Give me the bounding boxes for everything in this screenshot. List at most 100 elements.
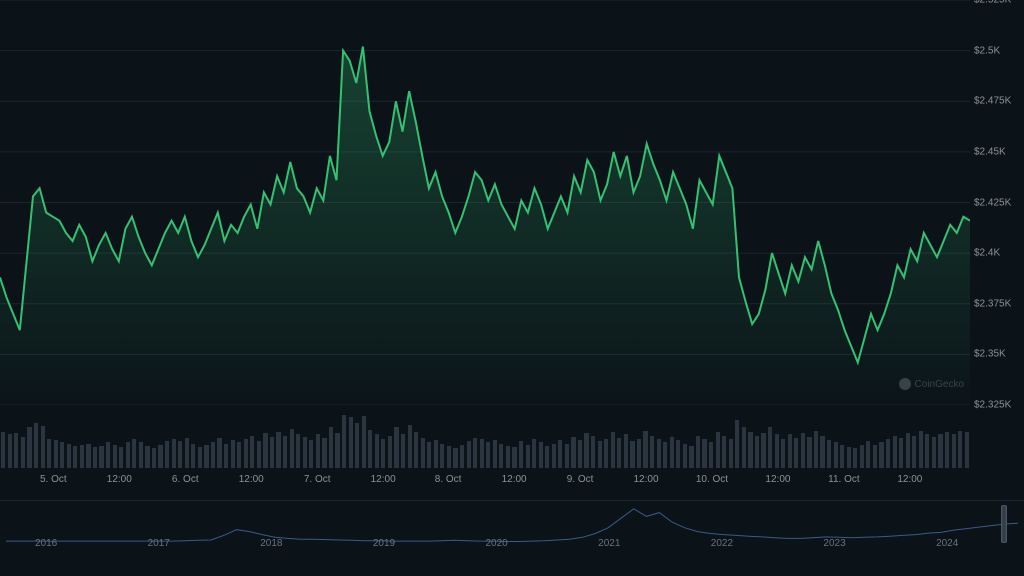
volume-bar xyxy=(670,437,674,468)
watermark-text: CoinGecko xyxy=(915,379,964,390)
volume-bar xyxy=(86,444,90,468)
volume-bar xyxy=(604,439,608,468)
watermark: CoinGecko xyxy=(899,378,964,390)
volume-bar xyxy=(716,432,720,468)
volume-bar xyxy=(309,440,313,468)
volume-bar xyxy=(945,432,949,468)
volume-bar xyxy=(748,432,752,468)
volume-bar xyxy=(519,441,523,468)
volume-bar xyxy=(231,440,235,468)
volume-bar xyxy=(349,417,353,468)
volume-bar xyxy=(414,432,418,468)
volume-bar xyxy=(250,436,254,468)
volume-bar xyxy=(73,446,77,468)
volume-bar xyxy=(178,441,182,468)
volume-bar xyxy=(853,448,857,468)
volume-bar xyxy=(709,442,713,468)
volume-bar xyxy=(283,436,287,468)
volume-bar xyxy=(532,439,536,468)
overview-tick-label: 2016 xyxy=(35,538,57,549)
volume-bar xyxy=(316,434,320,468)
volume-bar xyxy=(657,439,661,468)
y-tick-label: $2.375K xyxy=(974,298,1011,309)
volume-bar xyxy=(185,438,189,468)
volume-bar xyxy=(486,442,490,468)
volume-bar xyxy=(467,441,471,468)
volume-bar xyxy=(886,439,890,468)
volume-bar xyxy=(172,439,176,468)
volume-bar xyxy=(224,444,228,468)
volume-bar xyxy=(847,447,851,468)
y-tick-label: $2.35K xyxy=(974,349,1006,360)
x-tick-label: 9. Oct xyxy=(567,474,594,485)
volume-bar xyxy=(27,427,31,468)
main-price-chart[interactable] xyxy=(0,0,970,405)
volume-bar xyxy=(643,431,647,468)
volume-bar xyxy=(453,448,457,468)
volume-bar xyxy=(473,438,477,468)
volume-bar xyxy=(545,446,549,468)
volume-bar xyxy=(1,432,5,468)
volume-bar xyxy=(47,439,51,468)
volume-bar xyxy=(617,438,621,468)
volume-bar xyxy=(565,444,569,468)
volume-bar xyxy=(735,420,739,468)
volume-bar xyxy=(362,416,366,468)
overview-tick-label: 2018 xyxy=(260,538,282,549)
volume-bar xyxy=(742,427,746,468)
volume-bar xyxy=(427,442,431,468)
volume-bar xyxy=(132,439,136,468)
overview-navigator[interactable]: 201620172018201920202021202220232024 xyxy=(0,500,1024,560)
volume-bar xyxy=(558,440,562,468)
x-tick-label: 12:00 xyxy=(239,474,264,485)
volume-bar xyxy=(80,445,84,468)
volume-bar xyxy=(401,434,405,468)
x-tick-label: 12:00 xyxy=(107,474,132,485)
volume-bar xyxy=(191,444,195,468)
overview-tick-label: 2022 xyxy=(711,538,733,549)
volume-bar xyxy=(702,439,706,468)
volume-bar xyxy=(434,440,438,468)
volume-bar xyxy=(99,446,103,468)
volume-bar xyxy=(624,434,628,468)
volume-bar xyxy=(8,434,12,468)
volume-bar xyxy=(54,440,58,468)
y-tick-label: $2.425K xyxy=(974,197,1011,208)
volume-bar xyxy=(244,439,248,468)
volume-bar xyxy=(591,436,595,468)
volume-bar xyxy=(394,427,398,468)
volume-bar xyxy=(814,431,818,468)
y-tick-label: $2.4K xyxy=(974,248,1000,259)
volume-bar xyxy=(893,436,897,468)
volume-bar xyxy=(493,440,497,468)
volume-bar xyxy=(827,440,831,468)
volume-bar xyxy=(145,446,149,468)
volume-bar xyxy=(637,439,641,468)
volume-bar xyxy=(165,441,169,468)
y-tick-label: $2.525K xyxy=(974,0,1011,6)
volume-bar xyxy=(322,438,326,468)
crypto-price-chart: $2.325K$2.35K$2.375K$2.4K$2.425K$2.45K$2… xyxy=(0,0,1024,576)
volume-bar xyxy=(421,438,425,468)
volume-bar xyxy=(158,445,162,468)
volume-bar xyxy=(139,442,143,468)
volume-bar xyxy=(375,434,379,468)
volume-bar xyxy=(689,446,693,468)
y-tick-label: $2.475K xyxy=(974,96,1011,107)
volume-bar xyxy=(958,431,962,468)
volume-bar xyxy=(952,434,956,468)
x-tick-label: 12:00 xyxy=(502,474,527,485)
y-tick-label: $2.5K xyxy=(974,45,1000,56)
x-tick-label: 6. Oct xyxy=(172,474,199,485)
volume-bars[interactable] xyxy=(0,408,970,468)
volume-bar xyxy=(932,437,936,468)
volume-bar xyxy=(794,438,798,468)
volume-bar xyxy=(198,447,202,468)
y-tick-label: $2.45K xyxy=(974,146,1006,157)
volume-bar xyxy=(965,432,969,468)
overview-tick-label: 2024 xyxy=(936,538,958,549)
volume-bar xyxy=(41,426,45,468)
volume-bar xyxy=(296,434,300,468)
volume-bar xyxy=(755,436,759,468)
volume-bar xyxy=(447,446,451,468)
